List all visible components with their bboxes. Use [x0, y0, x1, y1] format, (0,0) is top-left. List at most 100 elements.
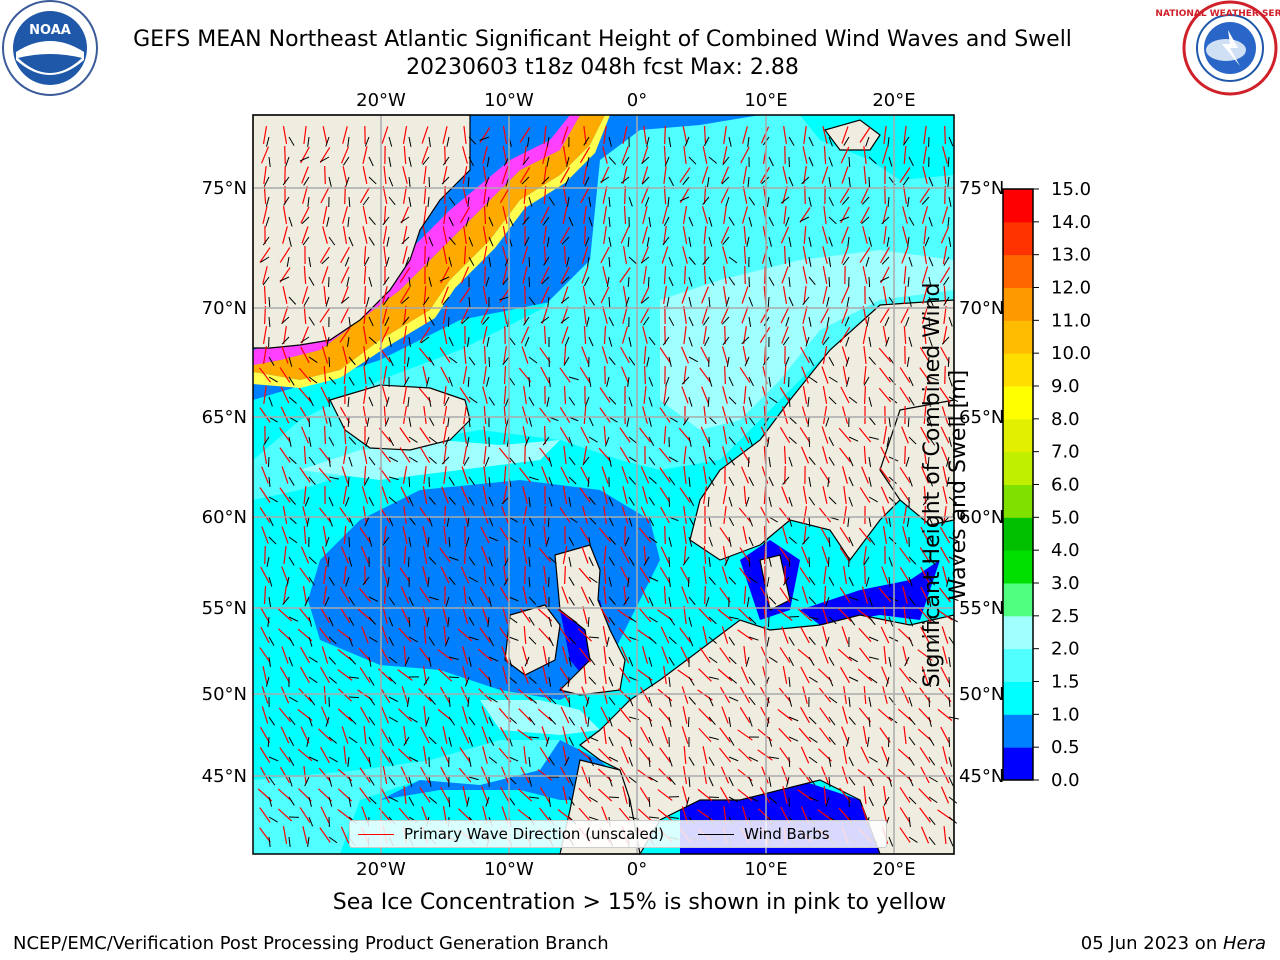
wind-barb	[647, 276, 650, 288]
wind-barb	[288, 236, 292, 247]
wave-arrow	[422, 606, 428, 624]
wind-barb	[728, 676, 738, 684]
colorbar-segment	[1003, 681, 1033, 715]
wind-barb	[324, 596, 330, 607]
wave-arrow	[843, 566, 847, 584]
wave-arrow	[918, 607, 932, 623]
wind-barb	[868, 156, 877, 165]
wind-barb	[522, 216, 530, 225]
wave-arrow	[562, 726, 568, 744]
wind-barb	[528, 576, 531, 588]
wave-arrow	[903, 265, 907, 285]
wave-arrow	[601, 466, 609, 484]
wind-barb	[688, 696, 696, 705]
wave-arrow	[522, 586, 528, 604]
wave-arrow	[419, 647, 431, 663]
wind-barb	[728, 496, 733, 507]
wave-arrow	[621, 506, 629, 524]
wave-arrow	[298, 607, 312, 623]
wind-barb	[948, 756, 953, 767]
wind-barb	[648, 576, 659, 582]
wind-barb	[488, 496, 494, 507]
wind-barb	[466, 796, 470, 807]
wave-arrow	[679, 627, 691, 643]
wind-barb	[788, 716, 799, 722]
wind-barb	[288, 436, 292, 447]
wave-arrow	[322, 126, 328, 144]
wind-barb	[368, 716, 376, 726]
wind-barb	[325, 136, 330, 147]
wave-arrow	[639, 427, 651, 443]
wave-arrow	[402, 166, 408, 184]
wind-barb	[588, 576, 598, 584]
wave-arrow	[723, 266, 727, 284]
wave-arrow	[280, 686, 290, 704]
lat-tick-left-50n: 50°N	[202, 684, 247, 705]
wave-arrow	[421, 146, 429, 164]
wind-barb	[947, 156, 950, 168]
wind-barb	[784, 356, 790, 367]
wind-barb	[584, 236, 590, 247]
wind-barb	[307, 136, 310, 147]
wind-barb	[547, 516, 550, 528]
colorbar-segment	[1003, 583, 1033, 617]
wind-barb	[268, 296, 271, 308]
wave-arrow	[622, 306, 628, 324]
wave-arrow	[602, 186, 608, 204]
wave-arrow	[303, 265, 307, 285]
wave-arrow	[561, 306, 569, 324]
wind-barb	[363, 356, 370, 367]
wave-arrow	[279, 247, 291, 263]
wind-barb	[528, 796, 539, 799]
wind-barb	[845, 336, 850, 347]
wave-arrow	[261, 706, 269, 724]
wave-arrow	[859, 487, 871, 503]
lat-tick-right-50n: 50°N	[959, 684, 1004, 705]
wave-arrow	[741, 206, 749, 224]
wave-arrow	[522, 426, 528, 444]
wind-barb	[808, 356, 815, 367]
wave-arrow	[499, 726, 511, 744]
wave-arrow	[517, 788, 533, 802]
wave-arrow	[543, 565, 547, 585]
wind-barb	[382, 296, 390, 306]
wind-barb	[568, 776, 574, 787]
wind-barb	[448, 676, 460, 679]
wind-barb	[928, 336, 933, 347]
wind-barb	[828, 716, 836, 726]
wind-barb	[268, 376, 278, 383]
wind-barb	[907, 276, 910, 288]
wave-arrow	[540, 266, 550, 284]
wave-arrow	[259, 647, 271, 663]
wind-barb	[368, 796, 377, 805]
wave-arrow	[822, 626, 828, 644]
wind-barb	[848, 716, 856, 725]
wave-arrow	[622, 786, 628, 804]
wind-barb	[628, 616, 638, 624]
wind-barb	[368, 616, 377, 625]
wave-arrow	[562, 146, 568, 164]
wind-barb	[368, 276, 373, 287]
wind-barb	[363, 476, 370, 487]
wave-arrow	[381, 126, 389, 144]
wave-arrow	[720, 166, 730, 184]
wave-arrow	[881, 666, 889, 684]
wind-barb	[848, 616, 856, 626]
wind-barb	[428, 276, 432, 287]
wind-barb	[528, 276, 531, 288]
wind-barb	[467, 696, 470, 707]
wave-arrow	[899, 467, 911, 483]
wave-arrow	[737, 729, 753, 741]
wave-arrow	[718, 747, 732, 763]
colorbar-tick-label: 14.0	[1051, 212, 1091, 233]
wave-arrow	[783, 445, 787, 465]
wave-arrow	[600, 706, 610, 724]
wind-barb	[828, 456, 835, 466]
wave-arrow	[539, 347, 551, 363]
wind-barb	[268, 796, 273, 807]
wave-arrow	[483, 405, 487, 425]
wave-arrow	[581, 686, 589, 704]
wind-barb	[288, 296, 297, 305]
wave-arrow	[280, 406, 290, 424]
wind-barb	[546, 136, 550, 147]
